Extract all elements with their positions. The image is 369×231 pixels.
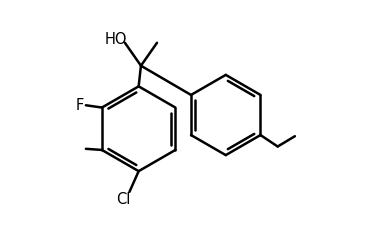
Text: Cl: Cl [117, 191, 131, 206]
Text: HO: HO [104, 32, 127, 46]
Text: F: F [75, 97, 84, 112]
